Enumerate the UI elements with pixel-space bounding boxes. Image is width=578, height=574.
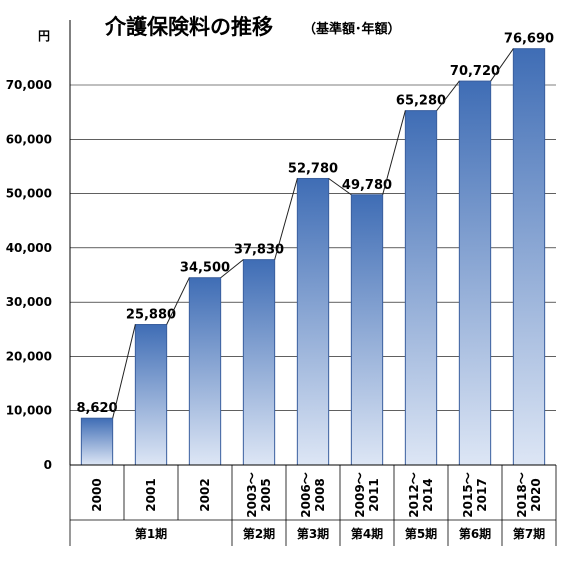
chart-title: 介護保険料の推移 （基準額･年額） [104, 15, 401, 39]
connector-line-path [112, 48, 514, 419]
bar-2003～2005 [242, 259, 276, 466]
y-tick-label: 0 [44, 458, 52, 472]
x-tick-label: 2014 [421, 478, 435, 511]
data-label: 65,280 [396, 94, 446, 109]
x-tick-label: 2011 [367, 478, 381, 511]
period-label: 第3期 [297, 526, 329, 541]
data-label: 25,880 [126, 308, 176, 323]
data-label: 8,620 [76, 401, 117, 416]
x-tick-2002: 2002 [198, 478, 212, 511]
x-tick-label: 2005 [259, 478, 273, 511]
x-tick-2001: 2001 [144, 478, 158, 511]
y-axis-ticks: 0 10,000 20,000 30,000 40,000 50,000 60,000 70,… [6, 78, 52, 472]
x-tick-2012～2014: 2012～ 2014 [407, 472, 435, 517]
y-tick-label: 40,000 [6, 241, 52, 255]
data-labels: 8,620 25,880 34,500 37,830 52,780 49,780 65,28… [76, 32, 554, 417]
period-label: 第4期 [351, 526, 383, 541]
bar-2009～2011 [350, 194, 384, 466]
period-label: 第2期 [243, 526, 275, 541]
x-tick-label: 2009～ [353, 472, 367, 517]
data-label: 52,780 [288, 161, 338, 176]
period-label: 第5期 [405, 526, 437, 541]
bar-2015～2017 [458, 80, 492, 466]
x-tick-2009～2011: 2009～ 2011 [353, 472, 381, 517]
bar-2001 [134, 324, 168, 466]
x-tick-2006～2008: 2006～ 2008 [299, 472, 327, 517]
x-tick-2003～2005: 2003～ 2005 [245, 472, 273, 517]
x-tick-label: 2012～ [407, 472, 421, 517]
data-label: 49,780 [342, 178, 392, 193]
x-tick-2000: 2000 [90, 478, 104, 511]
data-label: 37,830 [234, 243, 284, 258]
y-tick-label: 30,000 [6, 295, 52, 309]
data-label: 76,690 [504, 32, 554, 47]
data-label: 70,720 [450, 64, 500, 79]
y-tick-label: 70,000 [6, 78, 52, 92]
y-tick-label: 60,000 [6, 132, 52, 146]
x-axis-table: 2000 2001 2002 2003～ 2005 2006～ 2008 2009～ 2011 2… [69, 464, 557, 546]
bars [80, 48, 546, 466]
x-tick-label: 2015～ [461, 472, 475, 517]
x-tick-label: 2002 [198, 478, 212, 511]
x-tick-label: 2020 [529, 478, 543, 511]
y-axis-unit-label: 円 [38, 29, 50, 43]
chart-title-text: 介護保険料の推移 [104, 15, 273, 39]
x-tick-label: 2018～ [515, 472, 529, 517]
x-tick-2018～2020: 2018～ 2020 [515, 472, 543, 517]
period-label: 第6期 [459, 526, 491, 541]
bar-2012～2014 [404, 110, 438, 466]
y-tick-label: 50,000 [6, 187, 52, 201]
x-tick-label: 2008 [313, 478, 327, 511]
period-label: 第7期 [513, 526, 545, 541]
x-tick-label: 2017 [475, 478, 489, 511]
x-tick-label: 2003～ [245, 472, 259, 517]
data-label: 34,500 [180, 261, 230, 276]
bar-2000 [80, 417, 114, 466]
x-tick-label: 2006～ [299, 472, 313, 517]
bar-2002 [188, 277, 222, 466]
y-tick-label: 10,000 [6, 404, 52, 418]
y-tick-label: 20,000 [6, 349, 52, 363]
period-label: 第1期 [135, 526, 167, 541]
x-tick-label: 2001 [144, 478, 158, 511]
x-tick-2015～2017: 2015～ 2017 [461, 472, 489, 517]
bar-2006～2008 [296, 177, 330, 466]
x-tick-label: 2000 [90, 478, 104, 511]
bar-2018～2020 [512, 48, 546, 466]
chart-subtitle-text: （基準額･年額） [303, 21, 401, 37]
